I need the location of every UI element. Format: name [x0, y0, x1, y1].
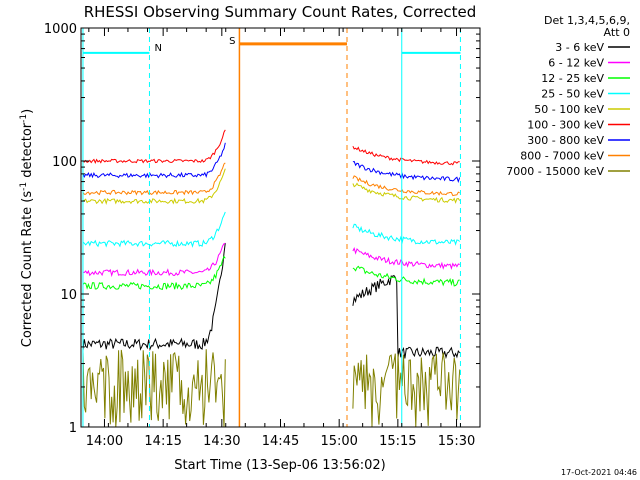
legend-entry-7: 800 - 7000 keV: [520, 150, 604, 163]
y-axis-label-main: Corrected Count Rate (s: [20, 191, 35, 348]
axes: 1 10 100 1000 14:00 14:15 14:30 14:45 15:00 15:15…: [44, 22, 481, 449]
legend-entry-1: 6 - 12 keV: [548, 57, 604, 70]
saa-label: S: [229, 36, 235, 47]
series-line-1-segment-1: [352, 247, 460, 271]
series-line-0-segment-1: [352, 274, 461, 360]
plot-frame: [80, 27, 481, 428]
series-line-6-segment-0: [82, 142, 226, 179]
series-line-1-segment-0: [82, 243, 226, 278]
y-axis-label: Corrected Count Rate (s-1 detector-1): [19, 109, 35, 347]
y-axis-label-sup1: -1: [19, 182, 29, 191]
series-line-0-segment-0: [82, 242, 226, 352]
x-tick-label-15:30: 15:30: [438, 434, 475, 449]
y-tick-label-100: 100: [52, 155, 77, 170]
series-line-8-segment-1: [352, 352, 461, 428]
night-label: N: [154, 43, 161, 54]
y-tick-label-1: 1: [69, 421, 77, 436]
x-tick-label-14:15: 14:15: [144, 434, 181, 449]
footer-timestamp: 17-Oct-2021 04:46: [561, 468, 637, 477]
x-tick-label-14:30: 14:30: [203, 434, 240, 449]
legend-entry-5: 100 - 300 keV: [527, 119, 604, 132]
series-line-5-segment-0: [82, 129, 226, 164]
y-axis-label-sup2: -1: [19, 114, 29, 123]
x-tick-label-14:45: 14:45: [262, 434, 299, 449]
y-axis-label-end: ): [20, 109, 35, 114]
series-line-6-segment-1: [352, 160, 461, 184]
x-tick-label-15:15: 15:15: [379, 434, 416, 449]
series-line-2-segment-1: [352, 265, 460, 287]
series-line-7-segment-1: [352, 175, 460, 197]
series-line-7-segment-0: [82, 162, 226, 196]
x-tick-label-15:00: 15:00: [320, 434, 357, 449]
legend-header-1: Att 0: [604, 26, 630, 39]
y-axis-label-mid: detector: [20, 122, 35, 182]
series-line-3-segment-0: [82, 211, 226, 248]
legend-entry-3: 25 - 50 keV: [541, 88, 604, 101]
chart-title: RHESSI Observing Summary Count Rates, Co…: [84, 3, 477, 21]
y-tick-label-10: 10: [60, 288, 77, 303]
legend-entry-8: 7000 - 15000 keV: [506, 165, 604, 178]
legend-entry-2: 12 - 25 keV: [541, 72, 604, 85]
x-tick-label-14:00: 14:00: [86, 434, 123, 449]
series-line-2-segment-0: [82, 255, 226, 291]
x-axis-label: Start Time (13-Sep-06 13:56:02): [174, 458, 385, 473]
series-line-3-segment-1: [352, 223, 461, 246]
series-line-5-segment-1: [352, 145, 460, 166]
legend-entry-4: 50 - 100 keV: [534, 103, 604, 116]
series-line-4-segment-0: [82, 168, 226, 205]
legend-entry-0: 3 - 6 keV: [555, 41, 604, 54]
legend: Det 1,3,4,5,6,9,Att 03 - 6 keV 6 - 12 keV…: [506, 14, 630, 178]
legend-header-0: Det 1,3,4,5,6,9,: [544, 14, 630, 27]
series-line-8-segment-0: [82, 349, 226, 428]
plot-area: NS: [82, 28, 461, 428]
series-line-4-segment-1: [352, 182, 461, 204]
y-tick-label-1000: 1000: [44, 22, 77, 37]
legend-entry-6: 300 - 800 keV: [527, 134, 604, 147]
